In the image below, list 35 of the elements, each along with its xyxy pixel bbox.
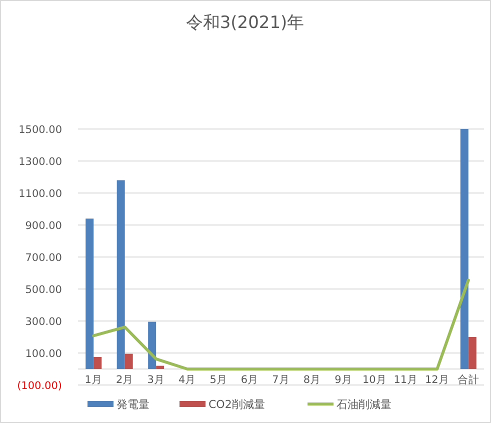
bar (156, 366, 164, 369)
bar (148, 322, 156, 369)
x-tick-label: 2月 (116, 374, 134, 386)
x-tick-label: 8月 (303, 374, 322, 386)
line-series (92, 278, 470, 370)
bar (124, 354, 133, 369)
x-tick-label: 9月 (334, 374, 352, 386)
bar (468, 337, 476, 369)
y-tick-label: 100.00 (25, 348, 62, 360)
legend-label: 発電量 (116, 398, 150, 411)
bar (86, 218, 94, 369)
bar (94, 357, 102, 369)
x-tick-label: 3月 (147, 374, 165, 386)
x-tick-label: 1月 (84, 374, 102, 386)
x-tick-label: 合計 (457, 373, 480, 386)
x-tick-label: 11月 (394, 374, 418, 386)
y-tick-label: 700.00 (25, 252, 62, 264)
y-tick-label: 300.00 (25, 316, 62, 328)
y-tick-label: 1500.00 (18, 124, 62, 136)
legend-label: CO2削減量 (208, 398, 265, 411)
y-tick-label: 1100.00 (18, 188, 62, 200)
x-tick-label: 5月 (210, 374, 228, 386)
y-tick-label: 900.00 (25, 220, 62, 232)
legend-label: 石油削減量 (336, 398, 392, 411)
x-tick-label: 4月 (178, 374, 196, 386)
chart-title: 令和3(2021)年 (186, 13, 304, 33)
x-tick-label: 10月 (362, 374, 387, 386)
x-tick-label: 12月 (424, 374, 450, 386)
y-tick-label: (100.00) (17, 380, 62, 392)
bar (460, 129, 468, 369)
bar (116, 180, 125, 369)
x-tick-label: 6月 (240, 374, 259, 386)
y-tick-label: 1300.00 (18, 156, 62, 168)
y-tick-label: 500.00 (25, 284, 62, 296)
x-tick-label: 7月 (272, 374, 290, 386)
